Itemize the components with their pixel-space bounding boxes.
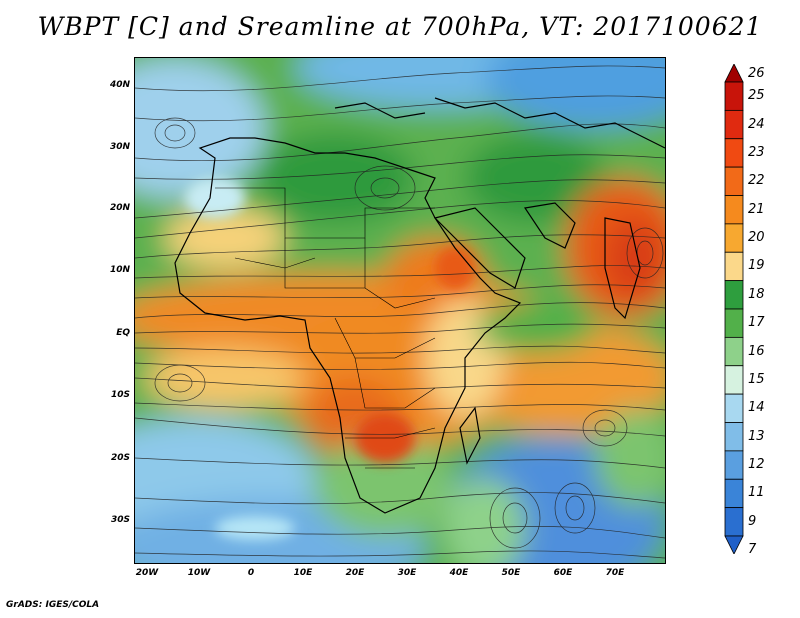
colorbar-label: 9 [748, 513, 757, 529]
lat-label: 10S [110, 390, 130, 400]
colorbar-max-triangle [724, 64, 744, 83]
map-title: WBPT [C] and Sreamline at 700hPa, VT: 20… [37, 12, 763, 41]
colorbar-swatch [724, 365, 744, 395]
colorbar-label: 13 [748, 428, 765, 444]
colorbar-swatch [724, 81, 744, 111]
wbpt-shading [135, 58, 665, 563]
colorbar-swatch [724, 166, 744, 196]
lon-label: 60E [553, 568, 573, 578]
colorbar-label: 25 [748, 88, 765, 104]
colorbar-label: 24 [748, 116, 765, 132]
colorbar [724, 64, 744, 554]
colorbar-swatch [724, 422, 744, 452]
colorbar-label: 22 [748, 173, 765, 189]
lon-label: 50E [501, 568, 521, 578]
colorbar-label: 23 [748, 144, 765, 160]
colorbar-swatch [724, 195, 744, 225]
colorbar-swatch [724, 308, 744, 338]
colorbar-swatch [724, 507, 744, 537]
lat-label: 20N [109, 203, 130, 213]
coastlines [174, 97, 665, 514]
map-panel [134, 57, 666, 564]
colorbar-label: 15 [748, 371, 765, 387]
colorbar-label: 12 [748, 457, 765, 473]
colorbar-label: 16 [748, 343, 765, 359]
lon-label: 20E [345, 568, 365, 578]
lon-label: 10E [293, 568, 313, 578]
lon-label: 10W [187, 568, 211, 578]
colorbar-label: 17 [748, 315, 765, 331]
lon-label: 70E [605, 568, 625, 578]
colorbar-swatch [724, 393, 744, 423]
lon-label: 30E [397, 568, 417, 578]
lat-label: 20S [110, 453, 130, 463]
wbpt-streamline-map [135, 58, 665, 563]
lat-label: 30S [110, 515, 130, 525]
colorbar-label: 20 [748, 230, 765, 246]
colorbar-label: 26 [748, 65, 765, 81]
colorbar-min-triangle [724, 535, 744, 554]
country-borders [215, 187, 436, 469]
colorbar-swatch [724, 450, 744, 480]
colorbar-label: 14 [748, 400, 765, 416]
grads-credit: GrADS: IGES/COLA [6, 600, 100, 610]
colorbar-label: 21 [748, 201, 765, 217]
colorbar-swatch [724, 251, 744, 282]
lon-label: 20W [135, 568, 159, 578]
colorbar-label: 7 [748, 542, 757, 558]
colorbar-swatch [724, 223, 744, 253]
colorbar-swatch [724, 280, 744, 310]
colorbar-swatch [724, 478, 744, 509]
lon-label: 40E [449, 568, 469, 578]
colorbar-label: 18 [748, 286, 765, 302]
colorbar-swatch [724, 109, 744, 140]
lat-label: 30N [109, 142, 130, 152]
lat-label: EQ [116, 328, 130, 338]
colorbar-label: 11 [748, 485, 765, 501]
lat-label: 40N [109, 80, 130, 90]
colorbar-swatch [724, 138, 744, 168]
colorbar-label: 19 [748, 258, 765, 274]
lat-label: 10N [109, 265, 130, 275]
lon-label: 0 [247, 568, 255, 578]
colorbar-swatch [724, 336, 744, 367]
